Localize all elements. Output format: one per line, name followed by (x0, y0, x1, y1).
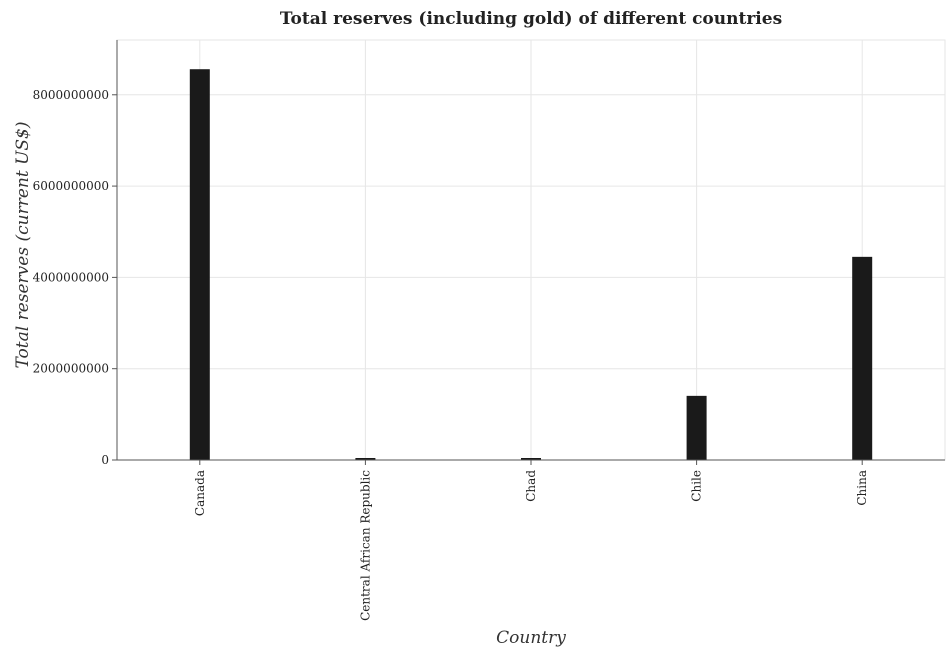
y-tick-label: 2000000000 (33, 362, 109, 376)
y-tick-label: 8000000000 (33, 88, 109, 102)
x-tick-label: China (855, 470, 869, 506)
bar-chad (521, 458, 541, 460)
x-axis-label: Country (496, 628, 566, 648)
y-tick-labels: 0 2000000000 4000000000 6000000000 800000000… (33, 88, 117, 467)
x-tick-label: Chile (690, 470, 704, 502)
y-tick-label: 6000000000 (33, 179, 109, 193)
bars (189, 69, 873, 460)
bar-canada (189, 69, 210, 460)
bar-central-african-republic (355, 458, 376, 460)
chart-title: Total reserves (including gold) of diffe… (280, 9, 782, 29)
x-tick-label: Central African Republic (358, 470, 372, 621)
y-axis-label: Total reserves (current US$) (13, 122, 33, 369)
bar-chile (686, 395, 707, 460)
y-tick-label: 0 (101, 453, 109, 467)
grid-lines (116, 39, 946, 461)
bar-china (852, 256, 873, 460)
x-tick-label: Canada (193, 470, 207, 516)
y-tick-label: 4000000000 (33, 270, 109, 284)
x-tick-labels: Canada Central African Republic Chad Chile C… (193, 460, 869, 621)
x-tick-label: Chad (524, 470, 538, 502)
